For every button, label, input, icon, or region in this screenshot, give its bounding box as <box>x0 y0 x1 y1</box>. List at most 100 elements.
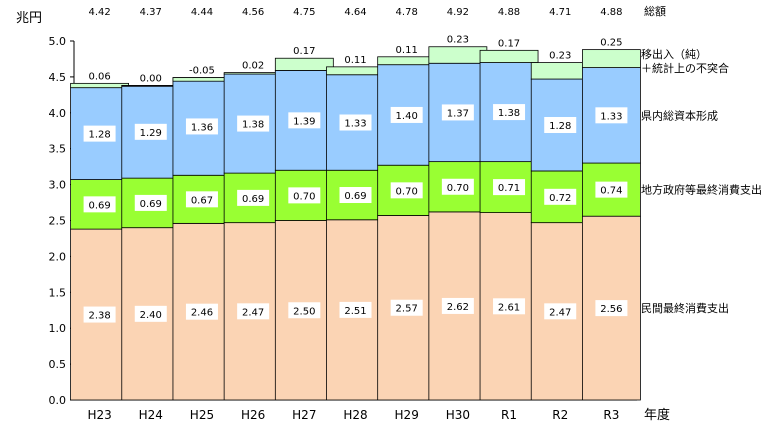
value-label: 0.06 <box>88 71 110 82</box>
value-label-box <box>339 301 372 318</box>
y-tick-label: 1.0 <box>49 322 67 335</box>
value-label: 2.61 <box>498 302 520 313</box>
value-label-box <box>493 298 526 315</box>
value-label: 0.72 <box>549 193 571 204</box>
value-label-box <box>441 178 474 195</box>
x-tick-label: R1 <box>501 408 517 422</box>
y-tick-label: 5.0 <box>49 35 67 48</box>
bar-segment <box>530 62 590 80</box>
value-label-box <box>339 114 372 131</box>
x-tick-label: H24 <box>139 408 163 422</box>
value-label-box <box>441 297 474 314</box>
value-label: 2.50 <box>293 306 315 317</box>
value-label-box <box>339 187 372 204</box>
value-label: 1.39 <box>293 116 315 127</box>
value-label: 0.23 <box>447 35 469 46</box>
axes: 兆円 0.0 0.5 1.0 1.5 2.0 2.5 3.0 3.5 4.0 4.5 5.0 H23 H2… <box>16 11 670 423</box>
value-label: 0.70 <box>447 183 469 194</box>
legend-label: 地方政府等最終消費支出 <box>641 183 762 197</box>
bar-segment <box>223 72 283 75</box>
value-label-box <box>441 104 474 121</box>
value-label: 0.25 <box>600 38 622 49</box>
value-label: 1.33 <box>344 118 366 129</box>
bar-segment <box>121 85 181 87</box>
bar-segment <box>582 49 641 68</box>
value-label: 2.40 <box>140 310 162 321</box>
value-label: 0.71 <box>498 183 520 194</box>
value-label-box <box>595 300 628 317</box>
value-label-box <box>390 299 423 316</box>
value-label: 0.00 <box>140 74 162 85</box>
value-label: 0.69 <box>140 199 162 210</box>
value-label-box <box>83 306 116 323</box>
x-tick-label: H23 <box>87 408 111 422</box>
value-label: 0.23 <box>549 51 571 62</box>
value-label: 1.29 <box>140 128 162 139</box>
bar-segment <box>326 66 385 76</box>
value-label-box <box>390 106 423 123</box>
value-label-box <box>185 191 218 208</box>
total-label: 4.78 <box>396 7 418 18</box>
bar-segment <box>377 56 437 66</box>
legend-label: 県内総資本形成 <box>641 108 718 122</box>
value-label-box <box>544 188 577 205</box>
value-label: 0.69 <box>242 194 264 205</box>
value-label: 2.62 <box>447 302 469 313</box>
y-tick-label: 0.5 <box>49 358 67 371</box>
value-label-box <box>237 189 270 206</box>
value-label: 0.17 <box>293 46 315 57</box>
value-label: 1.40 <box>396 111 418 122</box>
value-label-box <box>134 305 167 322</box>
x-axis-label: 年度 <box>644 407 670 423</box>
value-label-box <box>237 115 270 132</box>
x-tick-label: H30 <box>446 408 470 422</box>
value-label-box <box>493 179 526 196</box>
total-label: 4.88 <box>498 7 520 18</box>
value-label: 2.46 <box>191 308 213 319</box>
value-label: 2.56 <box>600 304 622 315</box>
value-label: 0.70 <box>396 186 418 197</box>
total-label: 4.42 <box>88 7 110 18</box>
y-tick-label: 4.5 <box>49 71 67 84</box>
value-label: 1.33 <box>600 111 622 122</box>
value-label: 1.38 <box>498 108 520 119</box>
x-tick-label: H27 <box>292 408 316 422</box>
bars <box>70 46 641 401</box>
value-label-box <box>237 303 270 320</box>
value-label-box <box>544 117 577 134</box>
value-label: 0.11 <box>396 45 418 56</box>
value-label: 2.38 <box>88 311 110 322</box>
legend-label: 民間最終消費支出 <box>641 301 729 315</box>
bar-segment <box>479 49 539 63</box>
legend-label: ＋統計上の不突合 <box>641 61 729 75</box>
value-label: 1.28 <box>88 130 110 141</box>
y-tick-label: 2.0 <box>49 250 67 263</box>
total-label: 4.37 <box>140 7 162 18</box>
value-label-box <box>83 125 116 142</box>
y-tick-label: 0.0 <box>49 394 67 407</box>
total-label: 4.64 <box>344 7 366 18</box>
y-unit-label: 兆円 <box>16 11 42 26</box>
value-label: 1.36 <box>191 122 213 133</box>
value-label: 2.57 <box>396 304 418 315</box>
value-label-box <box>134 194 167 211</box>
bar-segment <box>121 227 181 401</box>
total-label: 4.75 <box>293 7 315 18</box>
value-label-box <box>288 187 321 204</box>
y-tick-label: 4.0 <box>49 107 67 120</box>
x-tick-label: H25 <box>190 408 214 422</box>
total-label: 4.88 <box>600 7 622 18</box>
value-label: 1.37 <box>447 108 469 119</box>
y-tick-label: 3.0 <box>49 179 67 192</box>
value-label: 0.17 <box>498 38 520 49</box>
value-label-box <box>288 112 321 129</box>
bar-segment <box>582 162 641 217</box>
value-label-box <box>185 303 218 320</box>
x-tick-label: H29 <box>395 408 419 422</box>
value-label-box <box>390 182 423 199</box>
value-label-box <box>134 123 167 140</box>
bar-segment <box>428 46 488 64</box>
total-legend-label: 総額 <box>644 4 666 18</box>
x-tick-label: H26 <box>241 408 265 422</box>
bar-segment <box>274 57 334 71</box>
